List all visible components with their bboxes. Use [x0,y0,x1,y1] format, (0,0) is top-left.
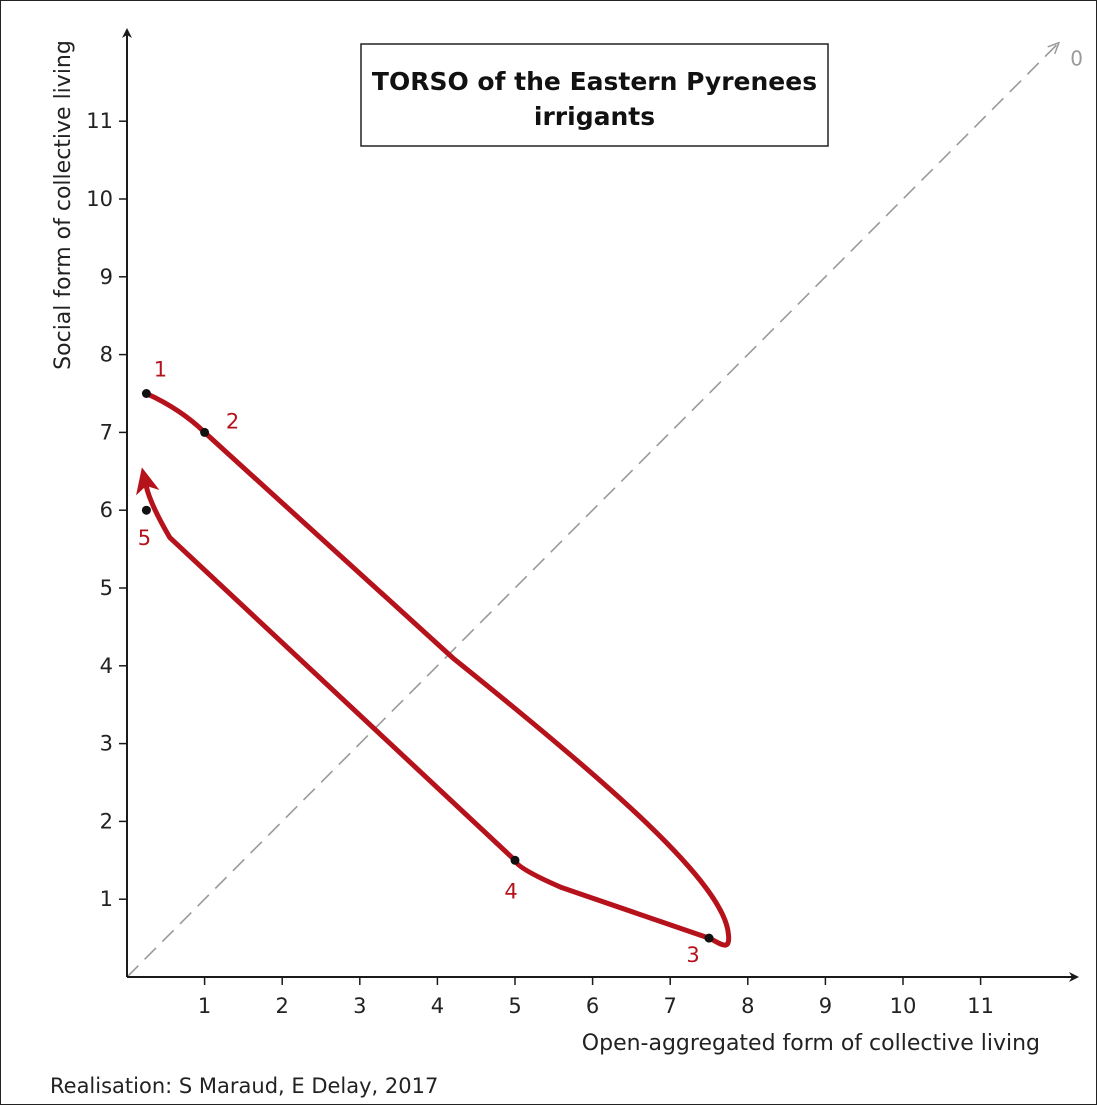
diagonal-reference-line [126,43,1058,978]
point-marker [141,389,151,398]
chart-title-line-2: irrigants [534,102,655,131]
y-tick-label: 8 [100,343,113,367]
x-tick-label: 8 [741,994,754,1018]
trajectory-group [136,391,732,948]
point-label: 4 [504,879,517,903]
x-tick-label: 4 [431,994,444,1018]
y-tick-label: 10 [86,187,113,211]
point-label: 1 [154,358,167,382]
x-tick-label: 1 [198,994,211,1018]
point-marker [141,505,151,515]
x-tick-label: 11 [967,994,994,1018]
y-tick-label: 7 [100,420,113,444]
y-tick-label: 9 [100,265,113,289]
x-tick-label: 6 [586,994,599,1018]
point-label: 3 [686,943,699,967]
points-group: 1 2 3 4 5 [138,358,714,967]
y-tick-label: 1 [100,887,113,911]
point-label: 5 [138,526,151,550]
diagonal-group: 0 [126,43,1083,978]
x-tick-label: 10 [890,994,917,1018]
x-tick-label: 2 [276,994,289,1018]
point-marker [200,427,210,437]
y-tick-label: 11 [86,109,113,133]
point-label: 2 [226,409,239,433]
x-axis-title: Open-aggregated form of collective livin… [582,1031,1040,1056]
x-tick-label: 9 [819,994,832,1018]
y-tick-label: 2 [100,809,113,833]
credit-text: Realisation: S Maraud, E Delay, 2017 [50,1074,438,1098]
y-tick-label: 4 [100,654,113,678]
y-tick-label: 6 [100,498,113,522]
chart-title-line-1: TORSO of the Eastern Pyrenees [372,67,817,96]
trajectory-path [136,391,732,948]
x-tick-label: 7 [664,994,677,1018]
y-tick-label: 3 [100,732,113,756]
title-box: TORSO of the Eastern Pyrenees irrigants [360,43,829,147]
diagonal-label: 0 [1070,46,1083,70]
point-marker [704,933,714,943]
title-box-border [360,43,829,147]
x-tick-label: 3 [353,994,366,1018]
y-tick-label: 5 [100,576,113,600]
point-marker [510,855,520,865]
axes-group [122,28,1079,982]
y-axis-title: Social form of collective living [51,40,76,370]
x-tick-label: 5 [508,994,521,1018]
